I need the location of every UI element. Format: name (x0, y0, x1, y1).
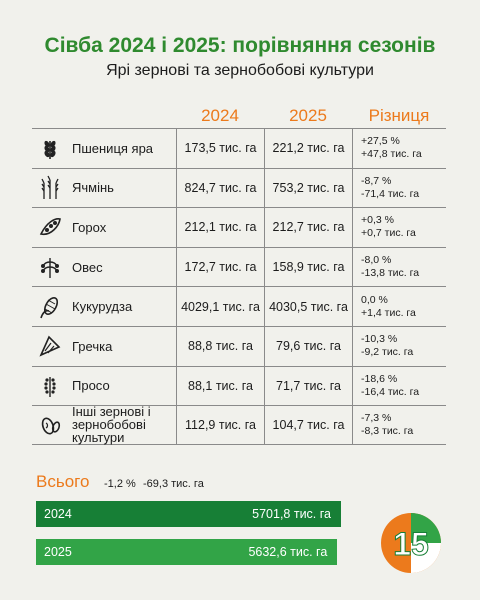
difference-percent: -18,6 % (361, 372, 398, 385)
column-header-2024: 2024 (201, 106, 239, 125)
difference-percent: +27,5 % (361, 135, 400, 148)
value-2025: 753,2 тис. га (264, 168, 352, 208)
difference-absolute: -16,4 тис. га (361, 385, 420, 398)
total-diff-absolute: -69,3 тис. га (143, 478, 204, 490)
value-2024: 88,8 тис. га (176, 326, 264, 366)
crop-name: Пшениця яра (72, 140, 154, 156)
crop-name: Інші зернові і зернобобові культури (72, 404, 151, 446)
difference-percent: 0,0 % (361, 293, 388, 306)
value-2025: 104,7 тис. га (264, 406, 352, 444)
page-subtitle: Ярі зернові та зернобобові культури (106, 62, 374, 79)
page-title: Сівба 2024 і 2025: порівняння сезонів (44, 34, 436, 57)
millet-icon (32, 367, 68, 406)
difference-absolute: +47,8 тис. га (361, 148, 422, 161)
table-row: Горох 212,1 тис. га 212,7 тис. га +0,3 % +0,… (32, 207, 446, 247)
difference: -10,3 % -9,2 тис. га (352, 326, 446, 366)
difference-absolute: +0,7 тис. га (361, 227, 416, 240)
total-bar-year: 2025 (44, 545, 72, 559)
value-2024: 824,7 тис. га (176, 168, 264, 208)
difference-absolute: -13,8 тис. га (361, 267, 420, 280)
table-row: Просо 88,1 тис. га 71,7 тис. га -18,6 % -16,… (32, 365, 446, 406)
total-diff-percent: -1,2 % (104, 478, 136, 490)
total-label: Всього (36, 472, 90, 491)
logo-text: 15 (393, 526, 429, 562)
oat-icon (32, 248, 68, 287)
table-row: Ячмінь 824,7 тис. га 753,2 тис. га -8,7 % -7… (32, 167, 446, 208)
value-2025: 71,7 тис. га (264, 366, 352, 406)
value-2025: 212,7 тис. га (264, 208, 352, 247)
buckwheat-icon (32, 327, 68, 366)
difference-percent: -8,7 % (361, 174, 392, 187)
crop-name: Гречка (72, 338, 113, 354)
difference-percent: -7,3 % (361, 411, 392, 424)
difference: -8,7 % -71,4 тис. га (352, 168, 446, 208)
difference-percent: +0,3 % (361, 214, 394, 227)
table-row: Пшениця яра 173,5 тис. га 221,2 тис. га +27… (32, 128, 446, 168)
value-2025: 79,6 тис. га (264, 326, 352, 366)
difference-absolute: -71,4 тис. га (361, 187, 420, 200)
difference-percent: -8,0 % (361, 254, 392, 267)
value-2024: 4029,1 тис. га (176, 287, 264, 326)
total-bar-2025: 2025 5632,6 тис. га (36, 539, 338, 565)
table-row: Кукурудза 4029,1 тис. га 4030,5 тис. га 0,0… (32, 286, 446, 326)
difference: +0,3 % +0,7 тис. га (352, 208, 446, 247)
column-header-difference: Різниця (368, 106, 430, 125)
value-2025: 158,9 тис. га (264, 247, 352, 287)
beans-icon (32, 406, 68, 444)
crop-name: Ячмінь (72, 180, 114, 196)
difference-absolute: -9,2 тис. га (361, 346, 414, 359)
wheat-icon (32, 129, 68, 168)
barley-icon (32, 169, 68, 208)
pea-pod-icon (32, 208, 68, 247)
difference: -8,0 % -13,8 тис. га (352, 247, 446, 287)
total-bar-value: 5701,8 тис. га (252, 507, 331, 521)
difference: 0,0 % +1,4 тис. га (352, 287, 446, 326)
crop-name: Овес (72, 259, 103, 275)
difference: -7,3 % -8,3 тис. га (352, 406, 446, 444)
difference-absolute: +1,4 тис. га (361, 306, 416, 319)
crop-name: Кукурудза (72, 299, 133, 315)
crop-name: Просо (72, 378, 110, 394)
difference-percent: -10,3 % (361, 333, 398, 346)
total-bar-value: 5632,6 тис. га (248, 545, 328, 559)
value-2025: 221,2 тис. га (264, 129, 352, 168)
column-header-2025: 2025 (289, 106, 327, 125)
value-2024: 112,9 тис. га (176, 406, 264, 444)
total-bar-2024: 2024 5701,8 тис. га (36, 501, 341, 527)
difference: -18,6 % -16,4 тис. га (352, 366, 446, 406)
value-2025: 4030,5 тис. га (264, 287, 352, 326)
crop-table: Пшениця яра 173,5 тис. га 221,2 тис. га +27… (32, 128, 446, 445)
logo-15-icon: 15 (381, 513, 441, 573)
difference-absolute: -8,3 тис. га (361, 424, 414, 437)
value-2024: 173,5 тис. га (176, 129, 264, 168)
value-2024: 88,1 тис. га (176, 366, 264, 406)
corn-icon (32, 287, 68, 326)
crop-name: Горох (72, 219, 107, 235)
table-row: Овес 172,7 тис. га 158,9 тис. га -8,0 % -13,… (32, 246, 446, 287)
table-row: Гречка 88,8 тис. га 79,6 тис. га -10,3 % -9,… (32, 325, 446, 366)
value-2024: 212,1 тис. га (176, 208, 264, 247)
table-row: Інші зернові і зернобобові культури 112,9… (32, 405, 446, 445)
total-bar-year: 2024 (44, 507, 72, 521)
value-2024: 172,7 тис. га (176, 247, 264, 287)
difference: +27,5 % +47,8 тис. га (352, 129, 446, 168)
